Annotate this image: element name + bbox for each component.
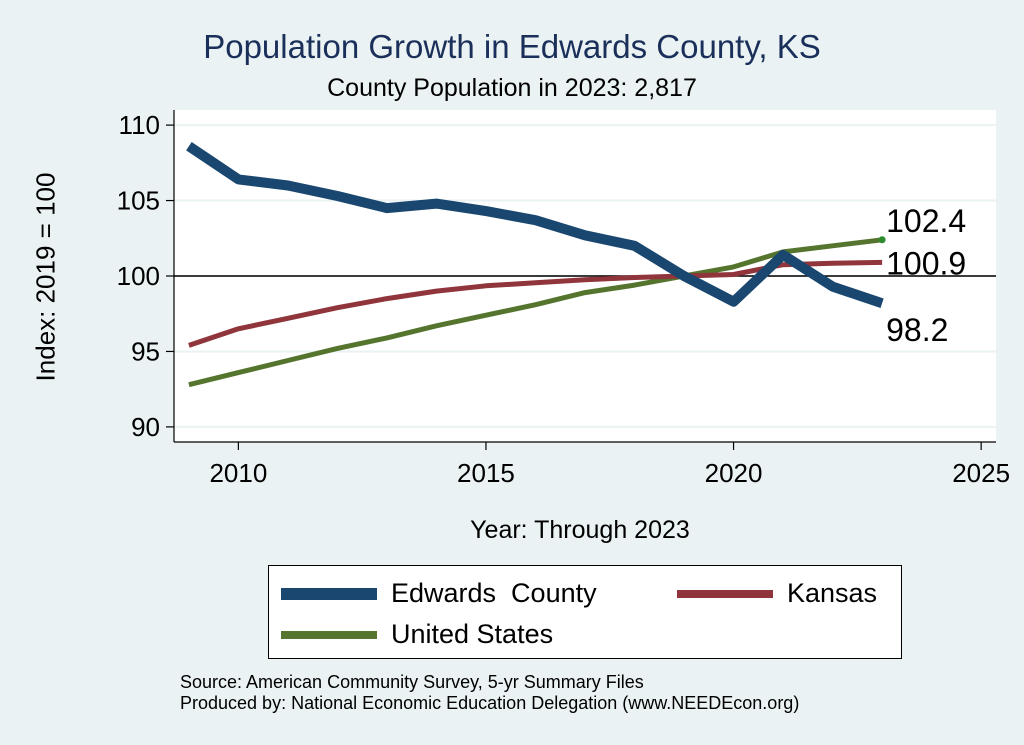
y-tick-label: 90 [131, 412, 160, 442]
series-line-united-states [188, 237, 883, 388]
legend-swatch-kansas [677, 589, 773, 598]
x-tick-label: 2010 [209, 458, 267, 488]
legend-label-united-states: United States [391, 619, 554, 649]
x-tick-label: 2025 [952, 458, 1010, 488]
axes [166, 110, 996, 450]
x-tick-label: 2015 [457, 458, 515, 488]
end-label-kansas: 100.9 [886, 245, 966, 281]
end-labels: 102.4 100.9 98.2 [886, 203, 966, 348]
series-line-edwards-county [186, 142, 884, 308]
y-tick-label: 110 [119, 110, 160, 140]
end-label-united-states: 102.4 [886, 203, 966, 239]
end-label-edwards-county: 98.2 [886, 312, 948, 348]
source-line: Source: American Community Survey, 5-yr … [180, 672, 644, 692]
y-tick-label: 100 [117, 261, 160, 291]
y-tick-label: 105 [117, 186, 160, 216]
legend-item-edwards-county: Edwards County [281, 578, 597, 609]
series-lines [186, 142, 886, 388]
legend-label-edwards-county: Edwards County [391, 578, 597, 608]
legend: Edwards County Kansas United States [268, 565, 902, 659]
source-note: Source: American Community Survey, 5-yr … [180, 672, 799, 714]
series-endpoint-united-states [878, 236, 886, 244]
x-axis-label: Year: Through 2023 [470, 516, 690, 544]
chart-subtitle: County Population in 2023: 2,817 [327, 74, 697, 102]
legend-swatch-united-states [281, 630, 377, 639]
legend-label-kansas: Kansas [787, 578, 878, 608]
legend-swatch-edwards-county [281, 587, 377, 600]
y-axis-label: Index: 2019 = 100 [30, 172, 61, 382]
y-tick-label: 95 [131, 336, 160, 366]
producer-line: Produced by: National Economic Education… [180, 693, 800, 713]
x-tick-label: 2020 [705, 458, 763, 488]
legend-item-kansas: Kansas [677, 578, 877, 609]
legend-item-united-states: United States [281, 619, 553, 650]
tick-labels: 90 95 100 105 110 2010 2015 2020 2025 [117, 110, 1010, 488]
chart-title: Population Growth in Edwards County, KS [203, 28, 821, 65]
